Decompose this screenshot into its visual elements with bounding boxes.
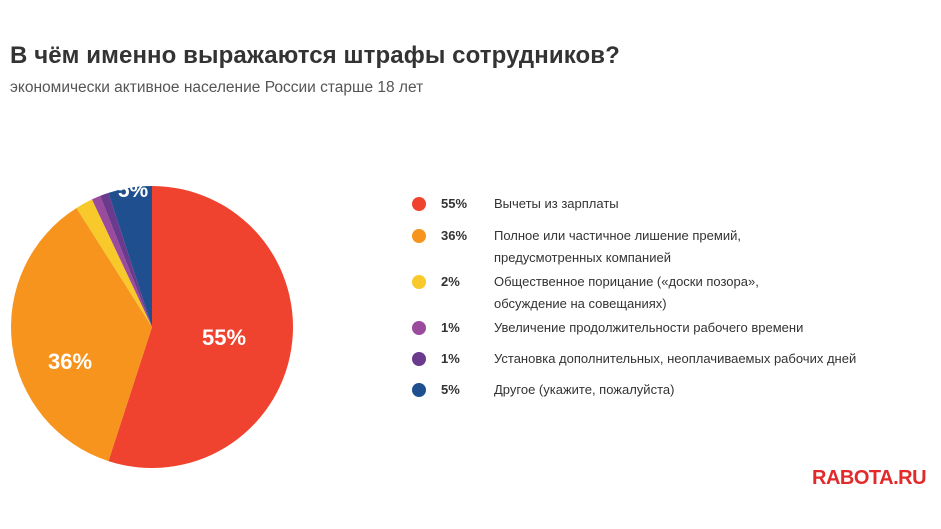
legend-percent: 36% — [441, 228, 468, 243]
legend-percent: 1% — [441, 320, 460, 335]
legend-label-line: Вычеты из зарплаты — [494, 196, 619, 211]
legend-swatch-icon — [412, 275, 426, 289]
legend-swatch-icon — [412, 197, 426, 211]
legend-label-line: предусмотренных компанией — [494, 250, 671, 265]
chart-legend: 55% Вычеты из зарплаты 36% Полное или части… — [412, 0, 932, 529]
slice-value-label: 55% — [202, 325, 246, 350]
legend-label-line: обсуждение на совещаниях) — [494, 296, 667, 311]
pie-slice — [100, 192, 152, 327]
legend-swatch-icon — [412, 229, 426, 243]
chart-title: В чём именно выражаются штрафы сотрудник… — [10, 42, 620, 69]
legend-label: Полное или частичное лишение премий, пред… — [494, 227, 914, 267]
legend-percent: 1% — [441, 351, 460, 366]
legend-percent: 2% — [441, 274, 460, 289]
legend-label: Вычеты из зарплаты — [494, 195, 914, 213]
legend-swatch-icon — [412, 321, 426, 335]
legend-swatch-icon — [412, 383, 426, 397]
legend-label-line: Увеличение продолжительности рабочего вр… — [494, 320, 804, 335]
slice-value-label: 36% — [48, 349, 92, 374]
pie-slice — [108, 185, 294, 468]
legend-label: Другое (укажите, пожалуйста) — [494, 381, 914, 399]
pie-slice — [108, 186, 152, 327]
legend-swatch-icon — [412, 352, 426, 366]
legend-label-line: Полное или частичное лишение премий, — [494, 228, 741, 243]
legend-percent: 55% — [441, 196, 468, 211]
legend-label-line: Общественное порицание («доски позора», — [494, 274, 759, 289]
slice-value-label: 5% — [118, 179, 149, 202]
legend-label: Общественное порицание («доски позора», о… — [494, 273, 914, 313]
legend-label: Установка дополнительных, неоплачиваемых… — [494, 350, 914, 368]
brand-logo: RABOTA.RU — [812, 467, 927, 489]
chart-subtitle: экономически активное население России с… — [10, 79, 424, 96]
legend-percent: 5% — [441, 382, 460, 397]
legend-label-line: Другое (укажите, пожалуйста) — [494, 382, 675, 397]
pie-slice — [11, 207, 152, 462]
pie-slice — [91, 195, 152, 327]
pie-slice — [76, 199, 152, 327]
legend-label-line: Установка дополнительных, неоплачиваемых… — [494, 351, 857, 366]
legend-label: Увеличение продолжительности рабочего вр… — [494, 319, 914, 337]
